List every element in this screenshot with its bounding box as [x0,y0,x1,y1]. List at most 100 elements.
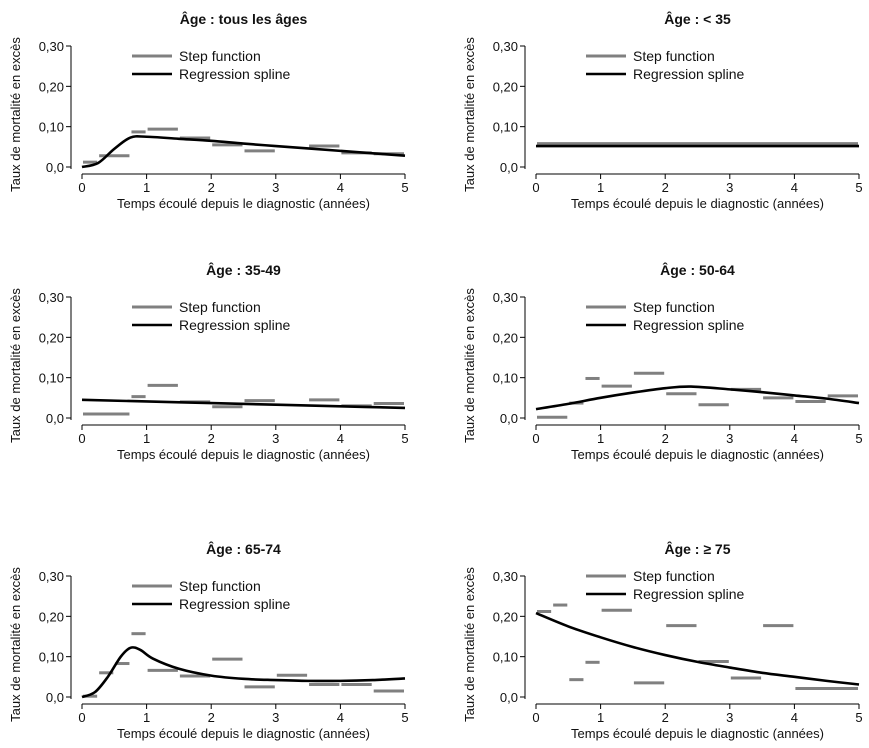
y-tick-label: 0,30 [39,569,64,584]
y-tick-label: 0,30 [493,569,518,584]
legend-step-label: Step function [179,578,261,594]
x-axis-label: Temps écoulé depuis le diagnostic (année… [117,196,370,211]
x-tick-label: 2 [662,710,669,725]
legend-spline-label: Regression spline [633,66,744,82]
y-tick-label: 0,0 [500,411,518,426]
y-tick-label: 0,0 [46,160,64,175]
y-axis-label: Taux de mortalité en excès [462,37,477,192]
y-tick-label: 0,20 [39,609,64,624]
x-tick-label: 3 [726,710,733,725]
x-tick-label: 4 [337,431,344,446]
y-tick-label: 0,20 [39,330,64,345]
x-tick-label: 1 [597,180,604,195]
x-tick-label: 0 [78,180,85,195]
legend-spline-label: Regression spline [179,596,290,612]
y-tick-label: 0,0 [46,690,64,705]
x-tick-label: 1 [143,180,150,195]
chart-panel-1: Âge : tous les âges 0,0 0,10 0,20 0,30 0 1 2 3 4 5… [8,10,409,211]
y-tick-label: 0,10 [493,650,518,665]
x-axis-label: Temps écoulé depuis le diagnostic (année… [117,726,370,741]
chart-panel-5: Âge : 65-74 0,0 0,10 0,20 0,30 0 1 2 3 4 5 Temps éc… [8,540,409,741]
x-axis-label: Temps écoulé depuis le diagnostic (année… [571,196,824,211]
x-tick-label: 4 [791,180,798,195]
regression-spline-line [81,398,406,410]
y-tick-label: 0,0 [500,160,518,175]
x-tick-label: 5 [855,180,862,195]
x-tick-label: 1 [143,431,150,446]
x-tick-label: 5 [401,180,408,195]
x-tick-label: 3 [726,431,733,446]
x-tick-label: 4 [337,710,344,725]
x-tick-label: 2 [208,710,215,725]
y-tick-label: 0,10 [493,371,518,386]
x-tick-label: 4 [791,710,798,725]
y-axis-label: Taux de mortalité en excès [8,37,23,192]
chart-panel-3: Âge : 35-49 0,0 0,10 0,20 0,30 0 1 2 3 4 5 Temps éc… [8,261,409,462]
x-tick-label: 2 [662,180,669,195]
y-tick-label: 0,20 [39,79,64,94]
chart-title: Âge : ≥ 75 [664,540,730,557]
y-tick-label: 0,10 [39,371,64,386]
x-tick-label: 1 [597,431,604,446]
regression-spline-line [81,646,406,699]
x-axis-label: Temps écoulé depuis le diagnostic (année… [117,447,370,462]
regression-spline-line [535,611,860,686]
x-tick-label: 5 [855,710,862,725]
x-tick-label: 2 [662,431,669,446]
chart-title: Âge : 35-49 [206,261,281,278]
regression-spline-line [535,385,860,411]
y-tick-label: 0,20 [493,79,518,94]
x-tick-label: 3 [272,180,279,195]
y-axis-label: Taux de mortalité en excès [462,288,477,443]
x-tick-label: 1 [143,710,150,725]
legend-spline-label: Regression spline [633,317,744,333]
legend-step-label: Step function [633,48,715,64]
x-tick-label: 3 [272,431,279,446]
y-tick-label: 0,20 [493,330,518,345]
x-tick-label: 0 [532,710,539,725]
chart-panel-6: Âge : ≥ 75 0,0 0,10 0,20 0,30 0 1 2 3 4 5 Temps éco… [462,540,863,741]
x-tick-label: 3 [272,710,279,725]
x-tick-label: 2 [208,180,215,195]
legend-step-label: Step function [633,568,715,584]
x-tick-label: 0 [78,710,85,725]
legend-spline-label: Regression spline [179,317,290,333]
y-tick-label: 0,30 [493,290,518,305]
chart-title: Âge : 50-64 [660,261,735,278]
y-tick-label: 0,10 [39,120,64,135]
x-axis-label: Temps écoulé depuis le diagnostic (année… [571,447,824,462]
y-tick-label: 0,30 [493,39,518,54]
y-tick-label: 0,0 [500,690,518,705]
x-tick-label: 5 [855,431,862,446]
x-tick-label: 1 [597,710,604,725]
x-axis-label: Temps écoulé depuis le diagnostic (année… [571,726,824,741]
y-axis-label: Taux de mortalité en excès [462,567,477,722]
x-tick-label: 4 [791,431,798,446]
legend-step-label: Step function [179,299,261,315]
chart-title: Âge : tous les âges [180,10,308,27]
x-tick-label: 2 [208,431,215,446]
x-tick-label: 4 [337,180,344,195]
y-axis-label: Taux de mortalité en excès [8,288,23,443]
y-tick-label: 0,0 [46,411,64,426]
x-tick-label: 0 [78,431,85,446]
y-tick-label: 0,30 [39,39,64,54]
legend-spline-label: Regression spline [633,586,744,602]
y-tick-label: 0,10 [39,650,64,665]
y-tick-label: 0,20 [493,609,518,624]
chart-panel-4: Âge : 50-64 0,0 0,10 0,20 0,30 0 1 2 3 4 5 Temps éc… [462,261,863,462]
x-tick-label: 0 [532,431,539,446]
y-tick-label: 0,10 [493,120,518,135]
legend-spline-label: Regression spline [179,66,290,82]
x-tick-label: 3 [726,180,733,195]
x-tick-label: 5 [401,431,408,446]
legend-step-label: Step function [633,299,715,315]
chart-title: Âge : 65-74 [206,540,281,557]
y-tick-label: 0,30 [39,290,64,305]
y-axis-label: Taux de mortalité en excès [8,567,23,722]
chart-title: Âge : < 35 [664,10,731,27]
x-tick-label: 0 [532,180,539,195]
x-tick-label: 5 [401,710,408,725]
legend-step-label: Step function [179,48,261,64]
